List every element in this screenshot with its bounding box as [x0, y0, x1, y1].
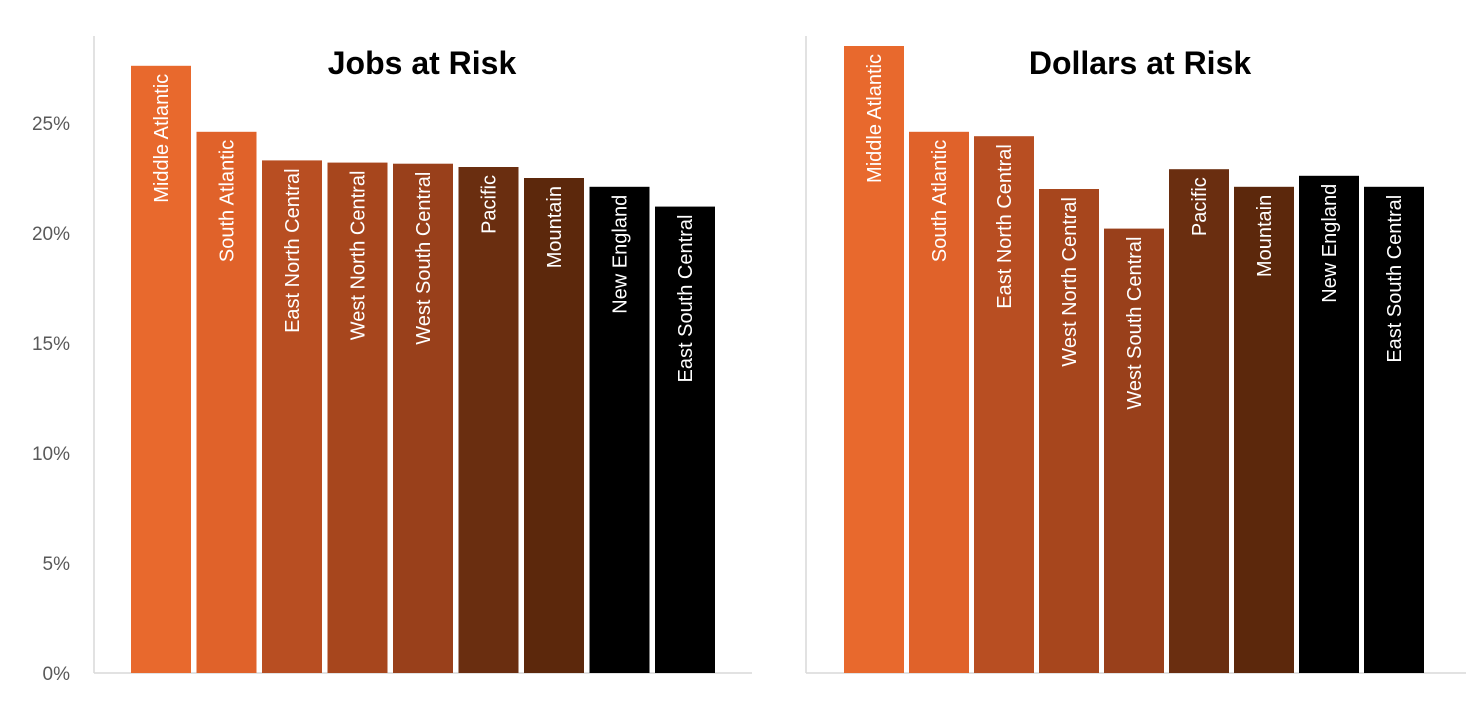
y-tick-label-25: 25% — [32, 114, 70, 135]
bar-new-england — [589, 186, 650, 674]
bar-east-north-central — [974, 136, 1034, 673]
jobs-at-risk-chart: 0% 5% 10% 15% 20% 25% Middle Atlantic South Atl… — [32, 36, 752, 685]
bar-east-south-central — [1364, 186, 1424, 674]
bar-label-mountain: Mountain — [544, 186, 566, 268]
bar-mountain — [1234, 186, 1294, 674]
dollars-at-risk-chart: Middle Atlantic South Atlantic East North … — [805, 36, 1466, 674]
bar-label-new-england: New England — [610, 195, 632, 314]
y-tick-label-0: 0% — [43, 664, 71, 685]
bar-label-east-north-central: East North Central — [282, 168, 304, 333]
bar-south-atlantic — [196, 131, 257, 674]
bar-pacific — [1169, 169, 1229, 673]
chart-title: Jobs at Risk — [328, 45, 517, 81]
bar-label-mountain: Mountain — [1254, 195, 1276, 277]
y-tick-label-20: 20% — [32, 224, 70, 245]
bar-label-south-atlantic: South Atlantic — [929, 140, 951, 262]
chart-title: Dollars at Risk — [1029, 45, 1252, 81]
bar-label-middle-atlantic: Middle Atlantic — [151, 74, 173, 203]
bar-label-new-england: New England — [1319, 184, 1341, 303]
bar-label-pacific: Pacific — [1189, 177, 1211, 236]
bar-west-north-central — [327, 162, 388, 673]
bar-middle-atlantic — [131, 65, 191, 674]
bar-east-south-central — [655, 206, 715, 673]
bar-label-east-north-central: East North Central — [994, 144, 1016, 309]
bar-label-south-atlantic: South Atlantic — [217, 140, 239, 262]
bar-pacific — [458, 167, 519, 673]
bar-label-west-south-central: West South Central — [1124, 237, 1146, 410]
bar-label-east-south-central: East South Central — [675, 215, 697, 383]
bar-label-pacific: Pacific — [479, 175, 501, 234]
bar-west-south-central — [1104, 228, 1164, 673]
bar-label-west-north-central: West North Central — [348, 171, 370, 341]
bar-east-north-central — [262, 160, 322, 673]
bar-label-west-north-central: West North Central — [1059, 197, 1081, 367]
y-tick-label-10: 10% — [32, 444, 70, 465]
y-tick-label-15: 15% — [32, 334, 70, 355]
bar-middle-atlantic — [844, 46, 904, 673]
bar-west-north-central — [1039, 189, 1099, 673]
bar-label-middle-atlantic: Middle Atlantic — [864, 54, 886, 183]
bar-mountain — [524, 178, 584, 673]
bar-label-east-south-central: East South Central — [1384, 195, 1406, 363]
bar-south-atlantic — [909, 131, 969, 674]
bar-label-west-south-central: West South Central — [413, 172, 435, 345]
bar-new-england — [1299, 175, 1359, 674]
bar-west-south-central — [393, 163, 453, 673]
y-tick-label-5: 5% — [43, 554, 71, 575]
